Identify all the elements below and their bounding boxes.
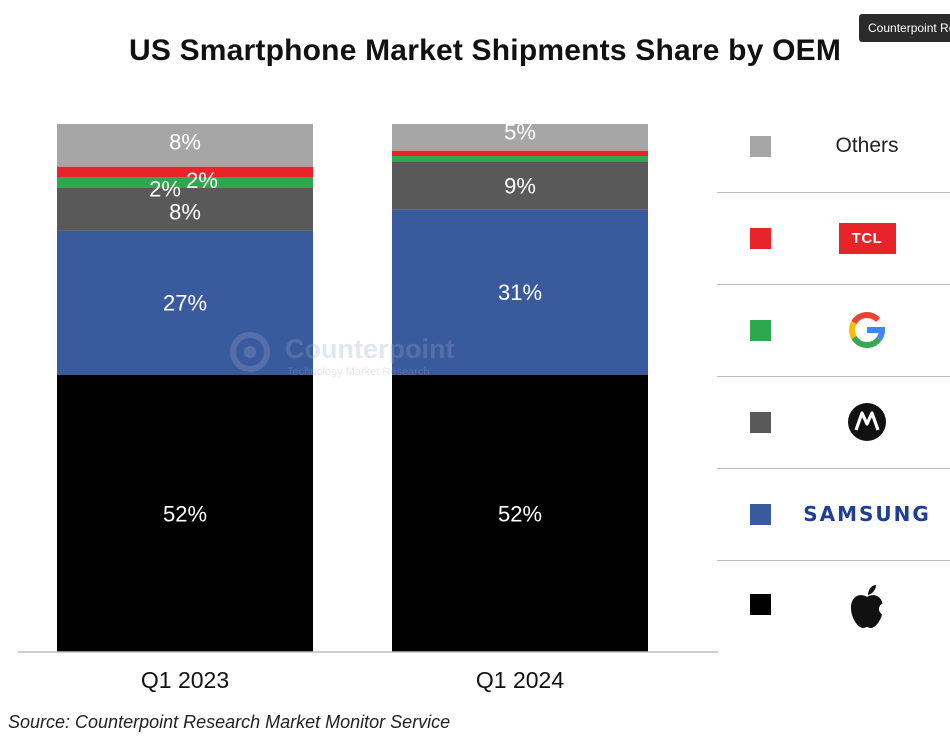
data-label-others-1: 5% bbox=[504, 119, 536, 144]
legend-motorola-logo-wrap bbox=[807, 376, 927, 468]
legend-swatch-tcl bbox=[750, 228, 771, 249]
legend-item-others: Others bbox=[717, 100, 950, 193]
legend-others-label-wrap: Others bbox=[807, 100, 927, 192]
bar-segment-apple-0 bbox=[57, 374, 313, 652]
x-axis-labels: Q1 2023 Q1 2024 bbox=[141, 667, 564, 693]
segment-labels: 52%27%8%2% 2%8%52%31%9%5% bbox=[149, 119, 542, 526]
data-label-motorola-0: 8% bbox=[169, 199, 201, 224]
legend-item-tcl: TCL bbox=[717, 192, 950, 285]
chart-title: US Smartphone Market Shipments Share by … bbox=[128, 34, 842, 67]
motorola-icon bbox=[848, 403, 886, 441]
tooltip: Counterpoint Research bbox=[859, 14, 950, 42]
tcl-logo: TCL bbox=[838, 222, 896, 254]
bar-segment-others-1 bbox=[392, 124, 648, 151]
bar-segment-others-0 bbox=[57, 124, 313, 167]
legend-swatch-motorola bbox=[750, 412, 771, 433]
legend-swatch-google bbox=[750, 320, 771, 341]
legend-item-samsung: SAMSUNG bbox=[717, 468, 950, 561]
bar-segment-motorola-0 bbox=[57, 188, 313, 231]
bars-group bbox=[57, 124, 648, 652]
bar-segment-samsung-1 bbox=[392, 209, 648, 375]
watermark-tagline: Technology Market Research bbox=[287, 366, 429, 378]
data-label-apple-0: 52% bbox=[163, 501, 207, 526]
legend-samsung-logo-wrap: SAMSUNG bbox=[803, 468, 929, 560]
x-tick-label-1: Q1 2024 bbox=[476, 667, 564, 693]
bar-segment-google-1 bbox=[392, 156, 648, 162]
bar-segment-apple-1 bbox=[392, 374, 648, 652]
data-label-motorola-1: 9% bbox=[504, 173, 536, 198]
source-footnote: Source: Counterpoint Research Market Mon… bbox=[8, 712, 451, 732]
bar-segment-samsung-0 bbox=[57, 230, 313, 375]
legend-swatch-others bbox=[750, 136, 771, 157]
x-tick-label-0: Q1 2023 bbox=[141, 667, 229, 693]
apple-icon bbox=[851, 585, 887, 628]
legend-item-motorola bbox=[717, 376, 950, 469]
watermark-logo-icon bbox=[230, 332, 270, 372]
bar-segment-google-0 bbox=[57, 177, 313, 188]
watermark-name: Counterpoint bbox=[285, 334, 454, 364]
data-label-apple-1: 52% bbox=[498, 501, 542, 526]
bar-segment-tcl-0 bbox=[57, 166, 313, 178]
samsung-logo: SAMSUNG bbox=[803, 502, 931, 526]
legend-swatch-apple bbox=[750, 594, 771, 615]
bar-segment-motorola-1 bbox=[392, 161, 648, 210]
data-label-google-0: 2% bbox=[149, 177, 181, 202]
legend-label-others: Others bbox=[835, 134, 899, 157]
data-label-samsung-0: 27% bbox=[163, 291, 207, 316]
data-label-samsung-1: 31% bbox=[498, 280, 542, 305]
legend-item-apple bbox=[717, 560, 950, 652]
legend-tcl-logo-wrap: TCL bbox=[807, 192, 927, 284]
legend-apple-logo-wrap bbox=[807, 560, 927, 652]
watermark-logo-dot bbox=[244, 346, 256, 358]
data-label-tcl-0: 2% bbox=[186, 168, 218, 193]
data-label-others-0: 8% bbox=[169, 129, 201, 154]
legend-swatch-samsung bbox=[750, 504, 771, 525]
watermark: Counterpoint Technology Market Research bbox=[230, 332, 454, 378]
google-g-icon bbox=[849, 311, 886, 348]
bar-segment-tcl-1 bbox=[392, 150, 648, 156]
legend-google-logo-wrap bbox=[807, 284, 927, 376]
legend-item-google bbox=[717, 284, 950, 377]
